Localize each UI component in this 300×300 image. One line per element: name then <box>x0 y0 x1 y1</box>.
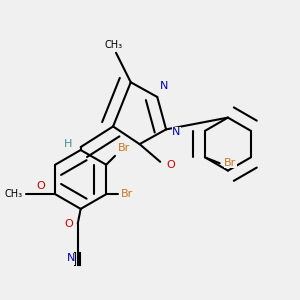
Text: CH₃: CH₃ <box>104 40 122 50</box>
Text: N: N <box>66 254 75 263</box>
Text: Br: Br <box>118 143 130 153</box>
Text: C: C <box>68 254 75 265</box>
Text: N: N <box>160 81 169 91</box>
Text: CH₃: CH₃ <box>5 189 23 199</box>
Text: Br: Br <box>224 158 236 168</box>
Text: Br: Br <box>121 189 133 199</box>
Text: O: O <box>166 160 175 170</box>
Text: O: O <box>64 219 73 229</box>
Text: H: H <box>64 139 72 149</box>
Text: N: N <box>172 127 180 137</box>
Text: O: O <box>36 181 45 191</box>
